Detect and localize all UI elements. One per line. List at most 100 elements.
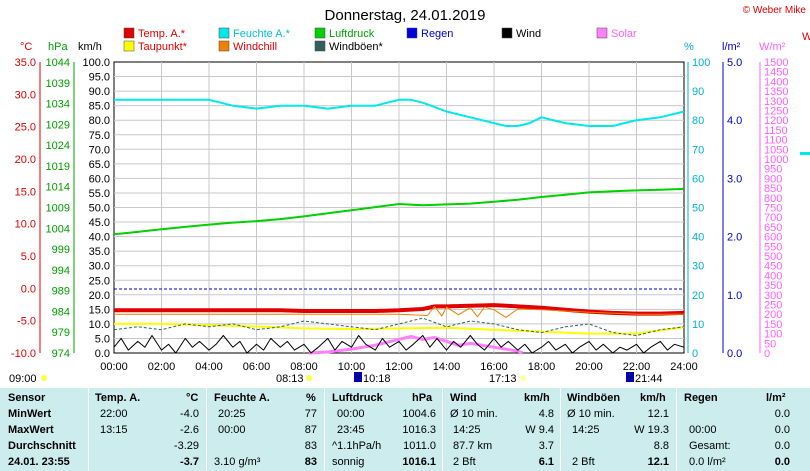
tick-solar_wm2: 50: [764, 338, 776, 350]
tick-pressure_hpa: 1009: [46, 203, 70, 215]
tick-solar_wm2: 550: [764, 241, 782, 253]
tick-wind_kmh: 40.0: [89, 232, 110, 244]
hdr-temp: Temp. A.: [95, 392, 141, 404]
tick-wind_kmh: 60.0: [89, 173, 110, 185]
tick-wind_kmh: 20.0: [89, 290, 110, 302]
hdr-wind-unit: km/h: [524, 392, 550, 404]
tick-solar_wm2: 250: [764, 300, 782, 312]
hdr-rain-unit: l/m²: [766, 392, 786, 404]
legend-label: Regen: [421, 28, 453, 40]
legend-label: Windchill: [233, 41, 277, 53]
tick-humidity_pct: 30: [692, 261, 704, 273]
tick-temp_c: 35.0: [15, 57, 36, 69]
tick-pressure_hpa: 1039: [46, 78, 70, 90]
legend-swatch: [123, 27, 135, 39]
max-gust-time: 14:25: [572, 424, 600, 436]
tick-solar_wm2: 200: [764, 309, 782, 321]
legend-label: Temp. A.*: [138, 28, 186, 40]
tick-pressure_hpa: 1029: [46, 119, 70, 131]
tick-solar_wm2: 0: [764, 348, 770, 360]
tick-wind_kmh: 10.0: [89, 319, 110, 331]
min-press: 1004.6: [402, 408, 436, 420]
tick-pressure_hpa: 1004: [46, 223, 70, 235]
tick-temp_c: 20.0: [15, 154, 36, 166]
series-temp-a: [114, 303, 685, 316]
tick-solar_wm2: 800: [764, 193, 782, 205]
min-rain: 0.0: [774, 408, 790, 420]
tick-solar_wm2: 1050: [764, 144, 788, 156]
legend-swatch: [314, 27, 326, 39]
row-avg-label: Durchschnitt: [8, 440, 76, 452]
noon-marker-icon: [354, 372, 362, 382]
max-rain: 0.0: [774, 424, 790, 436]
tick-solar_wm2: 1000: [764, 154, 788, 166]
unit-hpa: hPa: [48, 41, 68, 53]
tick-pressure_hpa: 999: [52, 244, 70, 256]
min-wind: 4.8: [538, 408, 554, 420]
tick-humidity_pct: 90: [692, 86, 704, 98]
tick-wind_kmh: 35.0: [89, 246, 110, 258]
min-temp: -4.0: [180, 408, 199, 420]
axis-units: °C hPa km/h % l/m² W/m² W: [20, 31, 810, 53]
sun-markers: 09:00 08:13 10:18 17:13 21:44: [9, 152, 810, 385]
avg-press: 1011.0: [403, 440, 436, 452]
tick-pressure_hpa: 1034: [46, 99, 70, 111]
tick-wind_kmh: 0.0: [95, 348, 110, 360]
cur-hum-abs: 3.10 g/m³: [214, 456, 261, 468]
tick-x: 24:00: [670, 361, 698, 373]
unit-kmh: km/h: [78, 41, 102, 53]
tick-solar_wm2: 1200: [764, 115, 788, 127]
series-feuchte-a: [114, 98, 685, 127]
tick-humidity_pct: 10: [692, 319, 704, 331]
tick-wind_kmh: 30.0: [89, 261, 110, 273]
tick-solar_wm2: 900: [764, 173, 782, 185]
tick-solar_wm2: 950: [764, 164, 782, 176]
legend-label: Solar: [611, 28, 637, 40]
tick-x: 06:00: [243, 361, 271, 373]
tick-x: 22:00: [623, 361, 651, 373]
max-press: 1016.3: [402, 424, 436, 436]
tick-temp_c: 25.0: [15, 122, 36, 134]
max-rain-time: 00:00: [689, 424, 717, 436]
tick-solar_wm2: 850: [764, 183, 782, 195]
tick-solar_wm2: 600: [764, 232, 782, 244]
tick-humidity_pct: 80: [692, 115, 704, 127]
tick-x: 10:00: [338, 361, 366, 373]
weather-chart: Donnerstag, 24.01.2019 © Weber Mike Temp…: [9, 5, 810, 385]
tick-wind_kmh: 70.0: [89, 144, 110, 156]
tick-solar_wm2: 750: [764, 203, 782, 215]
tick-temp_c: 5.0: [21, 251, 36, 263]
tick-temp_c: 30.0: [15, 89, 36, 101]
tick-humidity_pct: 50: [692, 203, 704, 215]
tick-solar_wm2: 1350: [764, 86, 788, 98]
sun-icon: [41, 375, 47, 381]
legend-swatch: [596, 27, 608, 39]
row-current-label: 24.01. 23:55: [8, 456, 70, 468]
series-wind: [113, 335, 685, 354]
tick-x: 00:00: [100, 361, 128, 373]
tick-solar_wm2: 1250: [764, 106, 788, 118]
tick-wind_kmh: 75.0: [89, 130, 110, 142]
min-gust: 12.1: [647, 408, 669, 420]
tick-wind_kmh: 55.0: [89, 188, 110, 200]
tick-humidity_pct: 70: [692, 144, 704, 156]
tick-wind_kmh: 45.0: [89, 217, 110, 229]
tick-rain_lm2: 3.0: [727, 173, 742, 185]
hdr-gust: Windböen: [567, 392, 621, 404]
cur-rain: 0.0: [774, 456, 790, 468]
tick-wind_kmh: 50.0: [89, 203, 110, 215]
cur-temp: -3.7: [180, 456, 199, 468]
tick-solar_wm2: 450: [764, 261, 782, 273]
legend-label: Feuchte A.*: [233, 28, 291, 40]
tick-pressure_hpa: 1014: [46, 182, 70, 194]
legend-label: Wind: [516, 28, 541, 40]
tick-wind_kmh: 85.0: [89, 101, 110, 113]
tick-temp_c: -5.0: [17, 316, 36, 328]
cur-press-forecast: sonnig: [332, 456, 365, 468]
tick-humidity_pct: 20: [692, 290, 704, 302]
max-press-time: 23:45: [337, 424, 365, 436]
row-min-label: MinWert: [8, 408, 52, 420]
side-cyan-marker: [800, 152, 810, 155]
min-wind-time: Ø 10 min.: [450, 408, 498, 420]
cur-gust: 12.1: [647, 456, 669, 468]
